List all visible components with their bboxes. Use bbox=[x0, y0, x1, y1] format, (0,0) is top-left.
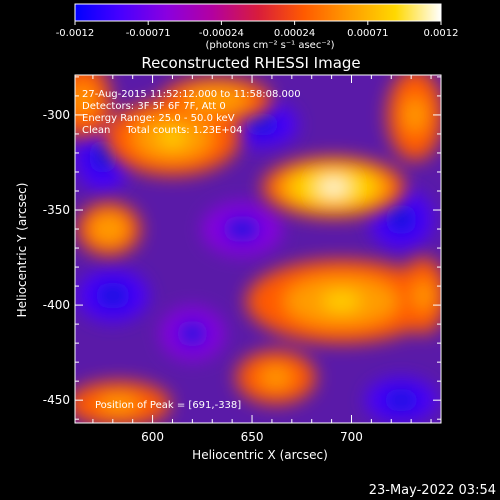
annotation-energy-range: Energy Range: 25.0 - 50.0 keV bbox=[82, 113, 235, 124]
y-tick-label: -350 bbox=[43, 203, 70, 217]
plot-frame bbox=[74, 74, 442, 424]
colorbar-tick-label: 0.00071 bbox=[347, 28, 388, 39]
x-tick-label: 650 bbox=[241, 430, 264, 444]
y-axis-label: Heliocentric Y (arcsec) bbox=[15, 183, 29, 318]
dark-region-core bbox=[244, 113, 280, 136]
colorbar-unit-label: (photons cm⁻² s⁻¹ asec⁻²) bbox=[205, 40, 334, 51]
dark-region-core bbox=[222, 215, 262, 243]
bright-region bbox=[158, 130, 186, 146]
annotation-detectors: Detectors: 3F 5F 6F 7F, Att 0 bbox=[82, 101, 226, 112]
bright-region bbox=[108, 399, 130, 409]
colorbar-tick-label: 0.00024 bbox=[274, 28, 315, 39]
colorbar-tick-label: 0.0012 bbox=[424, 28, 459, 39]
bright-region bbox=[77, 92, 89, 108]
footer-date: 23-May-2022 03:54 bbox=[369, 483, 496, 498]
dark-regions bbox=[75, 101, 438, 423]
dark-region-core bbox=[94, 282, 131, 309]
y-tick-label: -450 bbox=[43, 393, 70, 407]
axis-ticks: 600 650 700 -300 -350 -400 -450 bbox=[43, 75, 441, 444]
dark-region-core bbox=[385, 204, 418, 235]
x-axis-label: Heliocentric X (arcsec) bbox=[192, 448, 328, 462]
x-tick-label: 700 bbox=[340, 430, 363, 444]
y-tick-label: -300 bbox=[43, 108, 70, 122]
colorbar bbox=[74, 3, 442, 22]
dark-region-core bbox=[176, 320, 209, 347]
chart-title: Reconstructed RHESSI Image bbox=[141, 54, 360, 72]
y-tick-label: -400 bbox=[43, 298, 70, 312]
annotation-peak-position: Position of Peak = [691,-338] bbox=[95, 400, 241, 411]
bright-region bbox=[102, 223, 116, 235]
annotation-time-range: 27-Aug-2015 11:52:12.000 to 11:58:08.000 bbox=[82, 89, 301, 100]
bright-regions bbox=[75, 75, 441, 423]
colorbar-tick-label: -0.00071 bbox=[126, 28, 171, 39]
colorbar-tick-label: -0.0012 bbox=[56, 28, 95, 39]
annotation-total-counts: Clean Total counts: 1.23E+04 bbox=[82, 125, 242, 136]
bright-region bbox=[322, 292, 361, 310]
x-tick-label: 600 bbox=[141, 430, 164, 444]
heatmap-area bbox=[75, 75, 441, 423]
colorbar-tick-label: -0.00024 bbox=[199, 28, 244, 39]
bright-region bbox=[418, 287, 428, 304]
bright-region bbox=[267, 372, 284, 383]
bright-region bbox=[319, 181, 348, 194]
dark-region-core bbox=[383, 388, 420, 412]
bright-region bbox=[205, 95, 228, 105]
bright-region bbox=[409, 105, 421, 125]
colorbar-ticks: -0.0012 -0.00071 -0.00024 0.00024 0.00071 0.0… bbox=[56, 21, 459, 39]
